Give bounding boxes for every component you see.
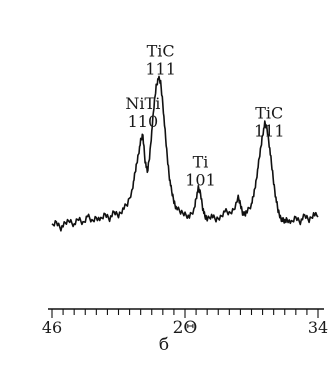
- x-axis: [48, 308, 324, 318]
- series-line: [51, 75, 319, 232]
- peak-phase-label: NiTi: [125, 94, 160, 113]
- diffraction-trace: [51, 75, 319, 232]
- x-tick-labels: 46 2Θ 34: [42, 318, 328, 338]
- x-axis-title: 2Θ: [173, 318, 198, 338]
- peak-phase-label: TiC: [255, 103, 283, 122]
- panel-label: б: [159, 335, 169, 355]
- peak-hkl-label: 111: [254, 121, 285, 140]
- peak-phase-label: TiC: [147, 42, 175, 61]
- x-tick-label: 46: [42, 318, 62, 337]
- peak-hkl-label: 101: [185, 170, 216, 189]
- peak-hkl-label: 110: [128, 112, 159, 131]
- peak-phase-label: Ti: [193, 152, 209, 171]
- x-tick-label: 34: [308, 318, 328, 337]
- peak-hkl-label: 111: [145, 60, 176, 79]
